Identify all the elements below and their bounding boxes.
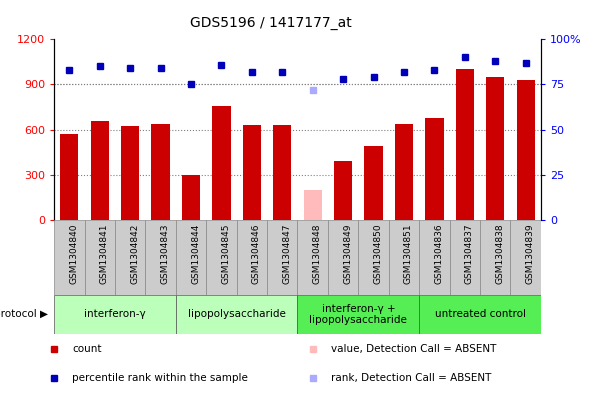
Bar bbox=[237, 220, 267, 295]
Bar bbox=[267, 220, 297, 295]
Text: value, Detection Call = ABSENT: value, Detection Call = ABSENT bbox=[331, 344, 496, 354]
Text: GSM1304850: GSM1304850 bbox=[374, 224, 383, 285]
Bar bbox=[419, 220, 450, 295]
Text: lipopolysaccharide: lipopolysaccharide bbox=[188, 309, 285, 320]
Bar bbox=[54, 295, 175, 334]
Text: GSM1304836: GSM1304836 bbox=[435, 224, 444, 285]
Text: GSM1304849: GSM1304849 bbox=[343, 224, 352, 284]
Bar bbox=[328, 220, 358, 295]
Bar bbox=[175, 220, 206, 295]
Text: GSM1304843: GSM1304843 bbox=[160, 224, 169, 284]
Bar bbox=[273, 125, 291, 220]
Bar bbox=[395, 124, 413, 220]
Bar bbox=[426, 118, 444, 220]
Bar bbox=[297, 220, 328, 295]
Text: GSM1304842: GSM1304842 bbox=[130, 224, 139, 284]
Text: untreated control: untreated control bbox=[435, 309, 525, 320]
Bar bbox=[85, 220, 115, 295]
Bar bbox=[60, 134, 78, 220]
Bar bbox=[91, 121, 109, 220]
Bar bbox=[182, 175, 200, 220]
Bar bbox=[115, 220, 145, 295]
Text: GSM1304846: GSM1304846 bbox=[252, 224, 261, 284]
Text: interferon-γ +
lipopolysaccharide: interferon-γ + lipopolysaccharide bbox=[310, 304, 407, 325]
Text: GSM1304839: GSM1304839 bbox=[526, 224, 535, 285]
Text: GSM1304838: GSM1304838 bbox=[495, 224, 504, 285]
Text: GSM1304841: GSM1304841 bbox=[100, 224, 109, 284]
Text: percentile rank within the sample: percentile rank within the sample bbox=[72, 373, 248, 383]
Bar bbox=[151, 124, 169, 220]
Text: GSM1304840: GSM1304840 bbox=[69, 224, 78, 284]
Bar bbox=[516, 80, 535, 220]
Bar bbox=[389, 220, 419, 295]
Bar bbox=[358, 220, 389, 295]
Text: interferon-γ: interferon-γ bbox=[84, 309, 146, 320]
Text: count: count bbox=[72, 344, 102, 354]
Text: GSM1304848: GSM1304848 bbox=[313, 224, 322, 284]
Text: GSM1304847: GSM1304847 bbox=[282, 224, 291, 284]
Bar bbox=[480, 220, 510, 295]
Bar bbox=[175, 295, 297, 334]
Text: GSM1304845: GSM1304845 bbox=[221, 224, 230, 284]
Bar bbox=[243, 125, 261, 220]
Bar bbox=[304, 190, 322, 220]
Bar bbox=[54, 220, 85, 295]
Text: GSM1304851: GSM1304851 bbox=[404, 224, 413, 285]
Bar bbox=[145, 220, 175, 295]
Bar bbox=[206, 220, 237, 295]
Bar bbox=[121, 126, 139, 220]
Bar bbox=[334, 161, 352, 220]
Text: rank, Detection Call = ABSENT: rank, Detection Call = ABSENT bbox=[331, 373, 491, 383]
Bar bbox=[364, 146, 383, 220]
Text: GSM1304844: GSM1304844 bbox=[191, 224, 200, 284]
Bar bbox=[212, 106, 231, 220]
Text: protocol ▶: protocol ▶ bbox=[0, 309, 48, 320]
Bar bbox=[419, 295, 541, 334]
Bar bbox=[450, 220, 480, 295]
Bar bbox=[297, 295, 419, 334]
Bar bbox=[510, 220, 541, 295]
Bar bbox=[456, 70, 474, 220]
Bar bbox=[486, 77, 504, 220]
Text: GDS5196 / 1417177_at: GDS5196 / 1417177_at bbox=[189, 16, 352, 30]
Text: GSM1304837: GSM1304837 bbox=[465, 224, 474, 285]
